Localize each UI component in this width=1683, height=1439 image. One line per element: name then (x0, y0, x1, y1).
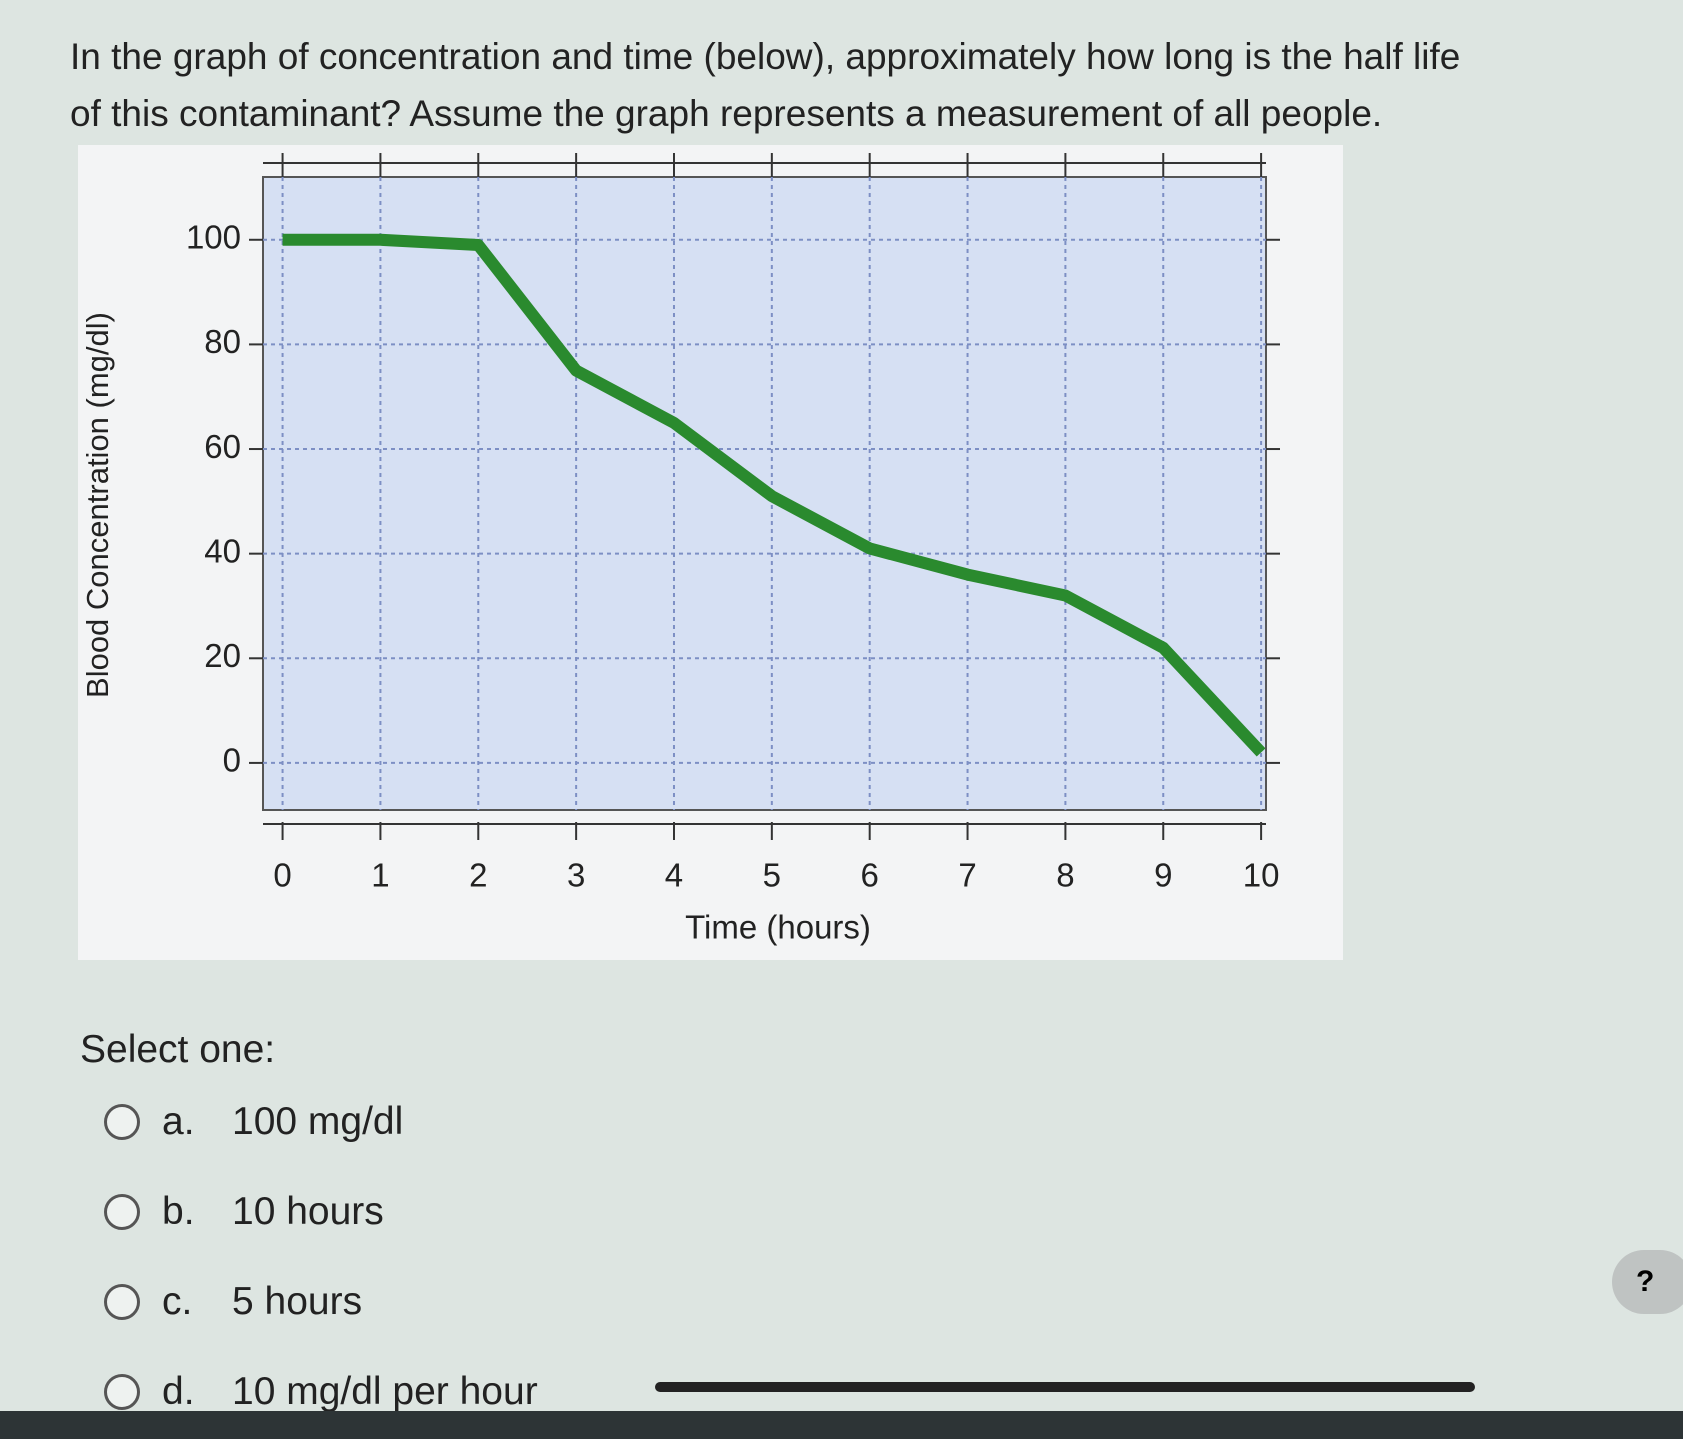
x-tick-label: 0 (273, 857, 291, 894)
help-button[interactable]: ? (1612, 1250, 1683, 1314)
y-tick-label: 40 (204, 532, 241, 569)
option-text: 5 hours (232, 1280, 363, 1323)
x-tick-label: 7 (958, 857, 976, 894)
option-letter: d. (162, 1370, 195, 1413)
option-text: 100 mg/dl (232, 1100, 404, 1143)
bottom-bar (0, 1411, 1683, 1439)
x-tick-label: 3 (567, 857, 585, 894)
y-axis-label: Blood Concentration (mg/dl) (80, 312, 115, 698)
data-line (282, 233, 1266, 757)
x-tick-label: 1 (371, 857, 389, 894)
y-tick-label: 0 (223, 742, 241, 779)
x-tick-label: 10 (1243, 857, 1280, 894)
option[interactable]: d. 10 mg/dl per hour (104, 1370, 538, 1414)
option[interactable]: b. 10 hours (104, 1190, 384, 1234)
x-tick-label: 6 (861, 857, 879, 894)
option[interactable]: a. 100 mg/dl (104, 1100, 403, 1144)
y-tick-label: 20 (204, 637, 241, 674)
y-tick-label: 80 (204, 323, 241, 360)
divider (655, 1382, 1475, 1392)
option-letter: c. (162, 1280, 193, 1323)
y-tick-label: 100 (186, 218, 241, 255)
x-tick-label: 5 (763, 857, 781, 894)
option[interactable]: c. 5 hours (104, 1280, 362, 1324)
radio-button[interactable] (104, 1374, 140, 1410)
option-letter: a. (162, 1100, 195, 1143)
x-axis-label: Time (hours) (685, 909, 871, 946)
x-tick-label: 2 (469, 857, 487, 894)
option-text: 10 mg/dl per hour (232, 1370, 538, 1413)
option-text: 10 hours (232, 1190, 384, 1233)
prompt: Select one: (80, 1028, 276, 1071)
radio-button[interactable] (104, 1194, 140, 1230)
x-tick-label: 4 (665, 857, 683, 894)
y-tick-label: 60 (204, 428, 241, 465)
question-line: In the graph of concentration and time (… (70, 36, 1461, 77)
x-tick-label: 8 (1056, 857, 1074, 894)
x-tick-label: 9 (1154, 857, 1172, 894)
option-letter: b. (162, 1190, 195, 1233)
radio-button[interactable] (104, 1104, 140, 1140)
question-line: of this contaminant? Assume the graph re… (70, 93, 1383, 134)
radio-button[interactable] (104, 1284, 140, 1320)
